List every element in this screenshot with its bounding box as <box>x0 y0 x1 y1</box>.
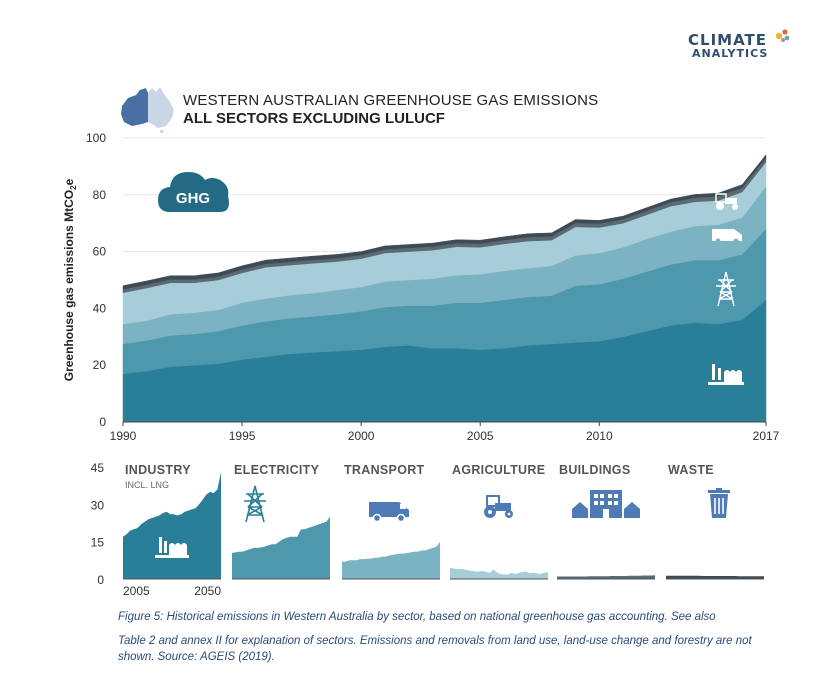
area-waste <box>122 154 767 290</box>
main-axis: 0 20 40 60 80 100 1990 1995 2000 2005 2010 2017 <box>86 131 780 443</box>
figure-caption-line-3: shown. Source: AGEIS (2019). <box>118 651 275 663</box>
main-y-tick-label: 20 <box>93 358 107 372</box>
logo-dots-icon <box>775 29 790 42</box>
tractor-icon <box>484 495 513 518</box>
small-area-waste <box>666 575 764 579</box>
main-areas <box>122 154 767 423</box>
main-x-tick-label: 2005 <box>467 429 494 443</box>
main-x-tick-label: 1995 <box>229 429 256 443</box>
panel-title-electricity: ELECTRICITY <box>234 463 320 477</box>
small-area-electricity <box>232 516 330 579</box>
pylon-icon <box>716 271 736 307</box>
climate-analytics-logo: CLIMATE ANALYTICS <box>688 29 798 60</box>
small-y-tick-label: 0 <box>97 573 104 587</box>
main-x-tick-label: 2017 <box>753 429 780 443</box>
chart-title-block: WESTERN AUSTRALIAN GREENHOUSE GAS EMISSI… <box>183 92 598 127</box>
bin-icon <box>708 488 730 518</box>
panel-title-transport: TRANSPORT <box>344 463 425 477</box>
small-multiples: 0 15 30 45 2005 2050 INDUSTRY INCL. LNG ELECTRIC… <box>91 461 764 598</box>
panel-title-industry: INDUSTRY <box>125 463 191 477</box>
tractor-icon <box>715 193 738 210</box>
van-icon <box>369 502 409 523</box>
small-area-transport <box>342 541 440 579</box>
small-y-tick-label: 30 <box>91 498 105 512</box>
panel-title-waste: WASTE <box>668 463 714 477</box>
small-area-agriculture <box>450 567 548 579</box>
figure-caption-line-1: Figure 5: Historical emissions in Wester… <box>118 611 716 623</box>
small-y-tick-label: 45 <box>91 461 105 475</box>
main-x-tick-label: 1990 <box>110 429 137 443</box>
small-y-tick-label: 15 <box>91 536 105 550</box>
logo-line-2: ANALYTICS <box>692 47 769 60</box>
panel-subtitle-industry: INCL. LNG <box>125 480 169 490</box>
y-axis-label: Greenhouse gas emissions MtCO2e <box>62 178 78 381</box>
small-x-tick-label: 2005 <box>123 584 150 598</box>
main-y-tick-label: 80 <box>93 188 107 202</box>
small-area-buildings <box>557 575 655 579</box>
figure-caption-line-2: Table 2 and annex II for explanation of … <box>118 635 752 647</box>
factory-icon <box>708 364 744 385</box>
main-y-tick-label: 40 <box>93 301 107 315</box>
panel-title-buildings: BUILDINGS <box>559 463 630 477</box>
australia-map-icon <box>121 87 174 133</box>
pylon-icon <box>244 485 266 523</box>
factory-icon <box>155 537 189 558</box>
main-y-tick-label: 60 <box>93 245 107 259</box>
small-x-tick-label: 2050 <box>194 584 221 598</box>
main-y-tick-label: 100 <box>86 131 106 145</box>
logo-line-1: CLIMATE <box>688 31 767 49</box>
chart-subtitle: ALL SECTORS EXCLUDING LULUCF <box>183 110 445 127</box>
ghg-badge-label: GHG <box>176 190 210 207</box>
main-x-tick-label: 2000 <box>348 429 375 443</box>
main-x-tick-label: 2010 <box>586 429 613 443</box>
main-y-tick-label: 0 <box>99 415 106 429</box>
ghg-badge: GHG <box>158 172 229 212</box>
small-area-industry <box>123 472 221 579</box>
buildings-icon <box>572 490 640 518</box>
panel-title-agriculture: AGRICULTURE <box>452 463 545 477</box>
chart-title: WESTERN AUSTRALIAN GREENHOUSE GAS EMISSI… <box>183 92 599 109</box>
van-icon <box>712 229 742 244</box>
